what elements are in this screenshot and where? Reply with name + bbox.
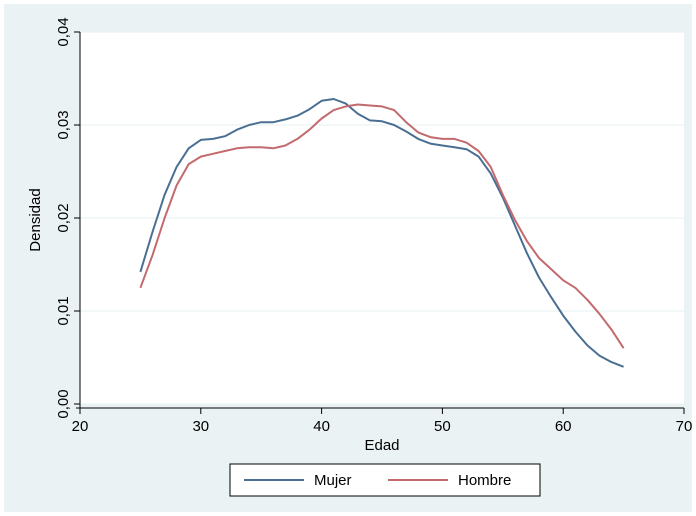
y-tick-label-1: 0,01 [55,296,72,325]
tick-labels: 0,00 0,01 0,02 0,03 0,04 20 30 40 50 60 70 [55,17,692,435]
density-chart: 0,00 0,01 0,02 0,03 0,04 20 30 40 50 60 70 Edad De… [27,17,692,497]
chart-frame: 0,00 0,01 0,02 0,03 0,04 20 30 40 50 60 70 Edad De… [4,4,692,512]
x-tick-label-0: 20 [72,418,89,435]
series-line-mujer [139,98,624,368]
y-tick-label-0: 0,00 [55,389,72,418]
y-tick-label-3: 0,03 [55,110,72,139]
x-tick-label-3: 50 [434,418,451,435]
x-tick-label-2: 40 [313,418,330,435]
series-line-hombre [139,103,625,349]
legend: Mujer Hombre [229,463,541,497]
y-tick-label-2: 0,02 [55,203,72,232]
x-tick-label-5: 70 [676,418,692,435]
axes [74,31,685,414]
y-tick-label-4: 0,04 [55,17,72,46]
x-tick-label-1: 30 [192,418,209,435]
legend-label-mujer: Mujer [314,472,352,489]
grid-lines [80,31,684,405]
y-axis-title: Densidad [27,188,44,251]
legend-label-hombre: Hombre [458,472,511,489]
x-tick-label-4: 60 [555,418,572,435]
x-axis-title: Edad [364,437,399,454]
series-lines [139,98,625,368]
